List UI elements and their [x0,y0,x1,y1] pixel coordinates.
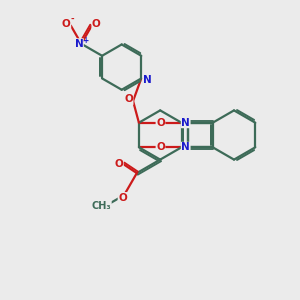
Text: CH₃: CH₃ [92,201,111,211]
Text: O: O [124,94,133,104]
Text: N: N [181,118,190,128]
Text: O: O [62,19,71,29]
Text: N: N [74,39,83,49]
Text: +: + [82,36,88,45]
Text: N: N [181,142,190,152]
Text: O: O [114,159,123,169]
Text: O: O [92,19,101,29]
Text: O: O [118,193,127,202]
Text: -: - [70,14,74,23]
Text: O: O [156,118,165,128]
Text: O: O [156,142,165,152]
Text: N: N [143,75,152,85]
